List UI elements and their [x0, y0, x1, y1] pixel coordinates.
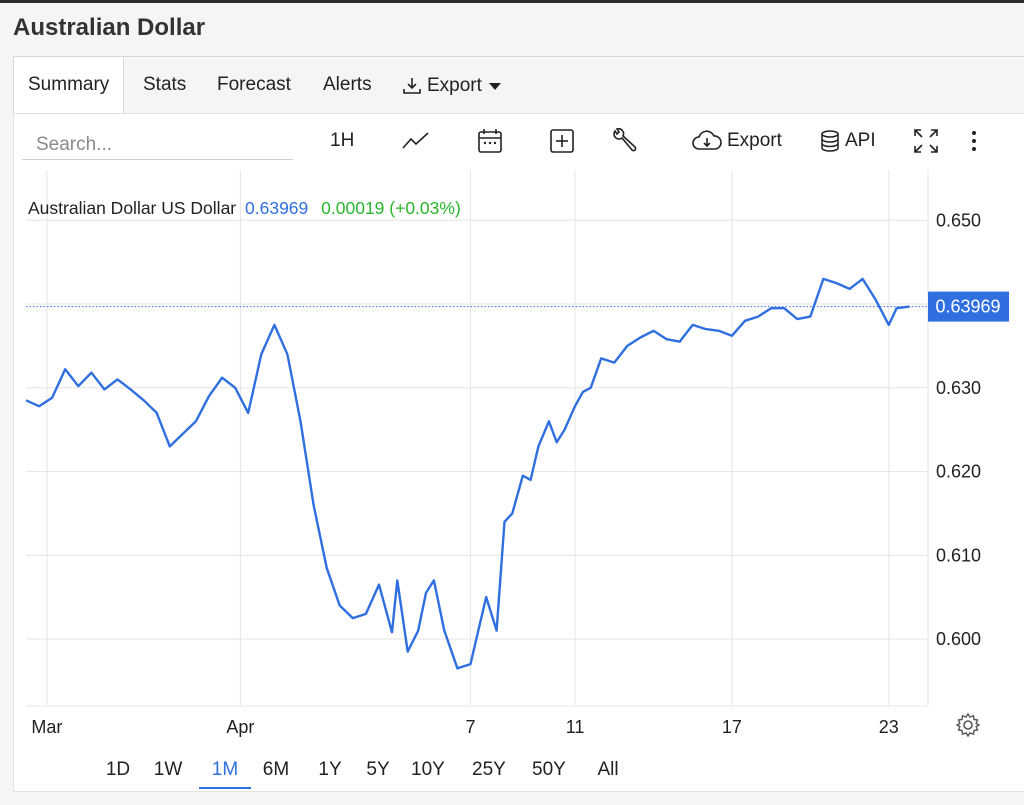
last-price-badge-bg	[928, 291, 1009, 322]
api-button[interactable]: API	[819, 124, 876, 158]
api-button-label: API	[845, 130, 876, 151]
top-border	[0, 0, 1024, 3]
y-tick-label: 0.630	[936, 378, 981, 398]
legend-price: 0.63969	[245, 198, 309, 218]
series-line	[25, 277, 910, 670]
calendar-button[interactable]	[477, 124, 503, 158]
range-all[interactable]: All	[597, 759, 619, 780]
fullscreen-button[interactable]	[912, 124, 940, 158]
tab-summary[interactable]: Summary	[13, 57, 125, 115]
last-price-badge-label: 0.63969	[935, 297, 1000, 317]
range-1y[interactable]: 1Y	[318, 759, 342, 780]
plus-box-icon	[550, 129, 574, 153]
range-5y[interactable]: 5Y	[366, 759, 390, 780]
tab-export-label: Export	[427, 74, 482, 96]
gear-icon[interactable]	[955, 712, 981, 738]
y-tick-label: 0.610	[936, 545, 981, 565]
y-tick-label: 0.600	[936, 629, 981, 649]
export-button-label: Export	[727, 130, 782, 151]
x-axis: Mar Apr 7 11 17 23	[31, 717, 898, 737]
search-input[interactable]	[22, 130, 293, 160]
tab-summary-label: Summary	[28, 74, 110, 95]
calendar-icon	[478, 129, 502, 153]
interval-label: 1H	[330, 130, 355, 151]
y-tick-label: 0.650	[936, 210, 981, 230]
legend-name: Australian Dollar US Dollar	[28, 198, 237, 218]
caret-down-icon	[488, 82, 501, 90]
cloud-download-icon	[692, 130, 722, 150]
y-axis: 0.650 0.630 0.620 0.610 0.600	[936, 210, 981, 649]
tab-stats[interactable]: Stats	[143, 57, 186, 114]
more-vertical-icon	[972, 131, 976, 151]
export-button[interactable]: Export	[691, 124, 782, 158]
chart-type-button[interactable]	[401, 124, 431, 158]
tab-forecast-label: Forecast	[217, 74, 291, 95]
download-icon	[403, 77, 421, 94]
tab-stats-label: Stats	[143, 74, 187, 95]
x-tick-label: 11	[566, 717, 585, 737]
tab-bar: Summary Stats Forecast Alerts Export	[13, 56, 1024, 115]
tab-alerts-label: Alerts	[323, 74, 372, 95]
add-indicator-button[interactable]	[549, 124, 575, 158]
range-1m[interactable]: 1M	[199, 757, 251, 789]
range-selector: 1D 1W 1M 6M 1Y 5Y 10Y 25Y 50Y All	[13, 744, 1024, 790]
last-price-badge: 0.63969	[928, 291, 1009, 322]
tab-export[interactable]: Export	[401, 57, 502, 114]
database-icon	[821, 130, 839, 152]
legend-change: 0.00019 (+0.03%)	[321, 198, 461, 218]
interval-button[interactable]: 1H	[330, 124, 354, 158]
range-1d[interactable]: 1D	[105, 759, 131, 780]
chart-panel	[13, 113, 1024, 792]
line-chart-icon	[402, 132, 429, 149]
x-tick-label: 17	[722, 717, 742, 737]
chart-series	[25, 277, 910, 670]
x-tick-label: Mar	[31, 717, 62, 737]
x-tick-label: 7	[465, 717, 475, 737]
range-1w[interactable]: 1W	[153, 759, 183, 780]
wrench-icon	[613, 127, 637, 152]
fullscreen-icon	[914, 129, 938, 153]
y-tick-label: 0.620	[936, 462, 981, 482]
tools-button[interactable]	[611, 124, 637, 158]
chart-legend: Australian Dollar US Dollar 0.63969 0.00…	[28, 198, 461, 219]
tab-alerts[interactable]: Alerts	[323, 57, 372, 114]
page-title: Australian Dollar	[13, 14, 206, 41]
chart-grid	[26, 170, 929, 707]
x-tick-label: Apr	[226, 717, 254, 737]
more-button[interactable]	[966, 124, 982, 158]
range-25y[interactable]: 25Y	[472, 759, 506, 780]
range-50y[interactable]: 50Y	[532, 759, 566, 780]
range-10y[interactable]: 10Y	[411, 759, 445, 780]
x-tick-label: 23	[879, 717, 899, 737]
tab-forecast[interactable]: Forecast	[217, 57, 291, 114]
range-6m[interactable]: 6M	[262, 759, 290, 780]
